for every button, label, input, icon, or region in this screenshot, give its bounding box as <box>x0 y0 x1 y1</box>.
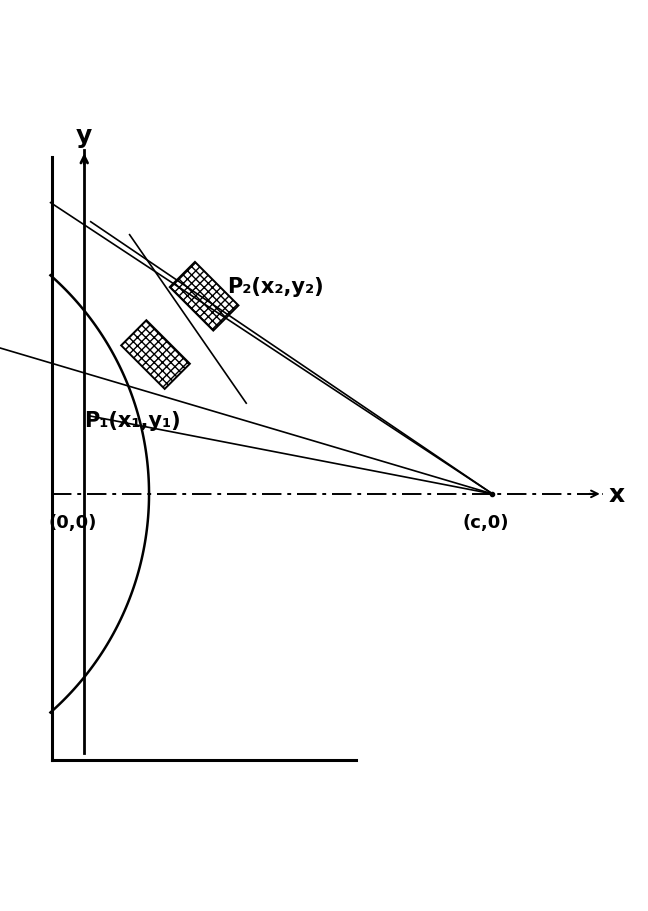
Text: x: x <box>609 482 625 507</box>
Text: y: y <box>76 124 93 148</box>
Polygon shape <box>121 321 190 390</box>
Text: (c,0): (c,0) <box>463 514 509 532</box>
Polygon shape <box>170 262 238 332</box>
Text: (0,0): (0,0) <box>49 514 97 532</box>
Text: P₁(x₁,y₁): P₁(x₁,y₁) <box>84 410 181 430</box>
Text: P₂(x₂,y₂): P₂(x₂,y₂) <box>227 277 323 297</box>
